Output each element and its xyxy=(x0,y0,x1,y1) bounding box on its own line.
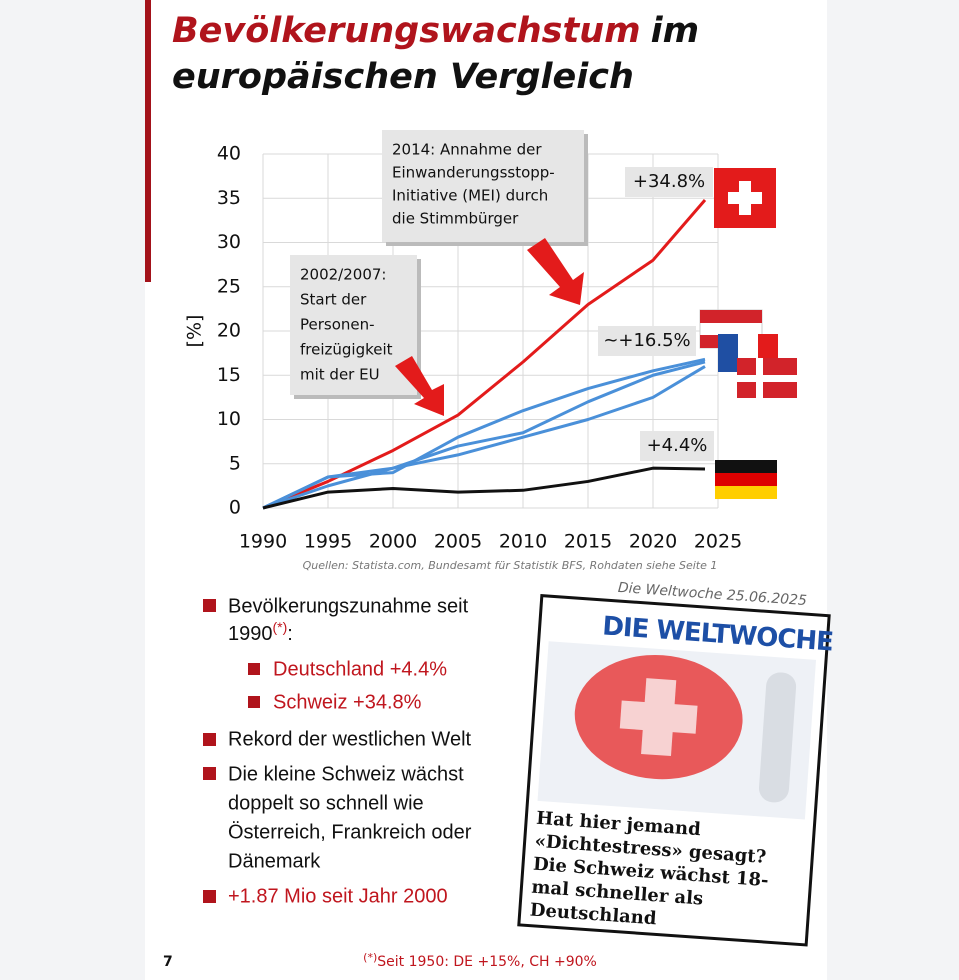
flag-ch xyxy=(714,168,776,228)
series-line xyxy=(262,466,706,510)
annotation-text: Initiative (MEI) durch xyxy=(392,187,548,205)
end-label-box xyxy=(625,167,713,197)
accent-bar xyxy=(145,0,151,282)
arrow xyxy=(395,356,444,416)
y-tick-label: 15 xyxy=(217,364,241,386)
annotation-text: die Stimmbürger xyxy=(392,210,519,228)
newspaper: Die Weltwoche 25.06.2025 DIE WELTWOCHE H… xyxy=(517,580,834,947)
y-tick-label: 30 xyxy=(217,231,241,253)
bullet-text: Dänemark xyxy=(228,850,321,872)
end-label: +34.8% xyxy=(633,171,705,192)
bullet-text: 1990(*): xyxy=(228,619,293,646)
y-tick-label: 25 xyxy=(217,275,241,297)
footnote-text: Seit 1950: DE +15%, CH +90% xyxy=(377,954,597,970)
title-rest: im xyxy=(651,11,699,51)
bullet-text: Österreich, Frankreich oder xyxy=(228,821,472,843)
y-tick-label: 40 xyxy=(217,143,241,165)
annotation-text: Personen- xyxy=(300,316,375,334)
y-axis-label: [%] xyxy=(184,315,206,348)
bullet-text: +1.87 Mio seit Jahr 2000 xyxy=(228,885,448,907)
y-tick-label: 5 xyxy=(229,452,241,474)
footnote-mark: (*) xyxy=(363,951,377,964)
bullet-text: Die kleine Schweiz wächst xyxy=(228,763,464,785)
page-number: 7 xyxy=(163,954,173,970)
y-tick-label: 20 xyxy=(217,320,241,342)
annotation-box xyxy=(290,255,417,395)
x-tick-label: 2020 xyxy=(629,531,677,553)
annotation-text: mit der EU xyxy=(300,366,380,384)
y-tick-label: 0 xyxy=(229,497,241,519)
annotation-text: Start der xyxy=(300,291,367,309)
series-line xyxy=(262,360,706,510)
annotation-text: freizügigkeit xyxy=(300,341,393,359)
x-tick-label: 2025 xyxy=(694,531,742,553)
x-tick-label: 1995 xyxy=(304,531,352,553)
bullet-text: doppelt so schnell wie xyxy=(228,792,424,814)
y-tick-label: 10 xyxy=(217,408,241,430)
flag-dk xyxy=(737,358,797,398)
y-tick-label: 35 xyxy=(217,187,241,209)
x-tick-label: 2005 xyxy=(434,531,482,553)
x-tick-label: 1990 xyxy=(239,531,287,553)
x-tick-label: 2015 xyxy=(564,531,612,553)
bullet-text: Rekord der westlichen Welt xyxy=(228,728,472,750)
arrow xyxy=(527,238,584,305)
series-line xyxy=(262,365,706,510)
bullet-text: 1990 xyxy=(228,623,273,645)
footnote: (*)Seit 1950: DE +15%, CH +90% xyxy=(363,951,597,970)
bullet-text: Bevölkerungszunahme seit xyxy=(228,595,469,617)
title: Bevölkerungswachstum im xyxy=(172,11,699,51)
end-label: ~+16.5% xyxy=(603,330,690,351)
annotation-box xyxy=(382,130,584,242)
annotation-text: 2002/2007: xyxy=(300,266,386,284)
x-tick-label: 2010 xyxy=(499,531,547,553)
sub-bullet: Deutschland +4.4% xyxy=(273,658,447,680)
title-highlight: Bevölkerungswachstum xyxy=(172,11,641,51)
footnote-mark: (*) xyxy=(273,619,288,635)
title-line2: europäischen Vergleich xyxy=(172,57,634,97)
end-label-box xyxy=(598,326,696,356)
bullet-text: : xyxy=(287,623,293,645)
bullets: Bevölkerungszunahme seit 1990(*): Deutsc… xyxy=(203,595,472,907)
sub-bullet: Schweiz +34.8% xyxy=(273,691,422,713)
annotation-text: 2014: Annahme der xyxy=(392,141,542,159)
source: Quellen: Statista.com, Bundesamt für Sta… xyxy=(303,559,718,572)
flag-de xyxy=(715,460,777,499)
x-tick-label: 2000 xyxy=(369,531,417,553)
end-label: +4.4% xyxy=(647,435,708,456)
annotation-text: Einwanderungsstopp- xyxy=(392,164,555,182)
end-label-box xyxy=(640,431,714,461)
